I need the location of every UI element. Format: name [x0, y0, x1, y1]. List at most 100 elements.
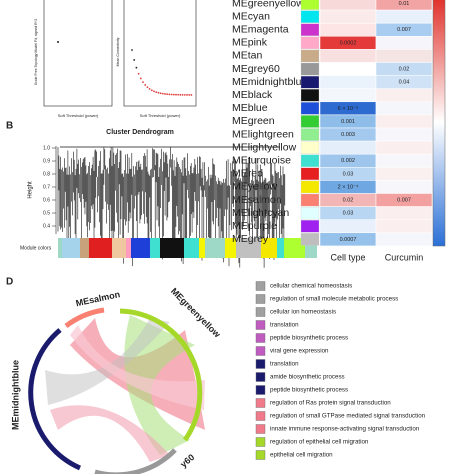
cell-value: 0.0007: [340, 237, 357, 243]
scatter-point: [186, 94, 188, 96]
scatter-point: [164, 93, 166, 95]
module-stripe: [80, 238, 89, 258]
module-stripe: [131, 238, 150, 258]
row-label: MEpurple: [232, 220, 277, 232]
row-label: MEyellow: [232, 181, 277, 193]
y-tick-label: 0.6: [43, 197, 50, 203]
chord-label: y60: [178, 452, 196, 469]
chord-ribbon: [45, 318, 170, 405]
column-label: Cell type: [330, 252, 365, 262]
scatter-point: [150, 89, 153, 92]
legend-swatch: [255, 333, 266, 343]
module-stripe: [225, 238, 236, 258]
row-label: MEgrey60: [232, 63, 280, 75]
scatter-point: [188, 94, 191, 96]
legend-swatch: [255, 294, 266, 304]
heat-cell: [375, 36, 433, 50]
dendrogram-title: Cluster Dendrogram: [106, 129, 174, 136]
row-label: MEmidnightblue: [232, 76, 307, 88]
module-stripe: [199, 238, 205, 258]
row-label: MEturquoise: [232, 155, 291, 167]
module-swatch: [300, 0, 320, 10]
module-stripe: [184, 238, 199, 258]
legend-label: regulation of epithelial cell migration: [270, 439, 369, 446]
row-label: MEgrey: [232, 233, 269, 245]
legend-swatch: [255, 346, 266, 356]
row-label: MEcyan: [232, 10, 270, 22]
scatter-point: [183, 93, 186, 96]
legend-swatch: [255, 411, 266, 421]
legend-label: viral gene expression: [270, 348, 329, 355]
module-swatch: [300, 180, 320, 194]
module-stripe: [62, 238, 80, 258]
chord-diagram: MEsalmon MEgreenyellow MEmidnightblue y6…: [10, 286, 223, 474]
legend-swatch: [255, 398, 266, 408]
y-axis-label: Scale Free Topology Model Fit, signed R^…: [34, 19, 38, 86]
chord-arc: [119, 308, 203, 442]
legend-label: translation: [270, 361, 299, 368]
heat-cell: [319, 49, 377, 63]
y-axis-label: Height: [28, 181, 34, 199]
cell-value: 0.02: [343, 198, 354, 204]
scatter-point: [139, 77, 142, 80]
cell-value: 0.02: [399, 67, 410, 73]
scatter-point: [172, 93, 175, 96]
module-stripe: [160, 238, 184, 258]
legend-label: epithelial cell migration: [270, 452, 333, 459]
panel-label: B: [6, 121, 13, 132]
cell-value: 2 × 10⁻⁴: [338, 183, 359, 190]
scatter-frame: [123, 0, 197, 107]
x-axis-label: Soft Threshold (power): [140, 113, 181, 118]
scatter-point: [144, 84, 147, 86]
scatter-point: [170, 93, 173, 96]
heat-cell: [375, 127, 433, 142]
cell-value: 0.03: [343, 171, 354, 177]
heat-cell: [319, 9, 377, 24]
heat-cell: [375, 101, 433, 116]
module-swatch: [300, 62, 320, 76]
module-stripe: [236, 238, 261, 258]
module-swatch: [300, 193, 320, 207]
heat-cell: [375, 232, 433, 247]
heat-cell: [319, 88, 377, 103]
heat-cell: [375, 206, 433, 220]
heat-cell: [319, 0, 377, 11]
module-swatch: [300, 115, 320, 128]
legend-swatch: [255, 424, 266, 434]
cell-value: 0.007: [397, 27, 411, 33]
x-axis-label: Soft Threshold (power): [58, 113, 99, 118]
scatter-point: [155, 91, 158, 94]
module-stripe: [58, 238, 62, 258]
row-label: MEblack: [232, 89, 273, 101]
y-tick-label: 1.0: [43, 145, 50, 151]
heat-cell: [319, 62, 377, 76]
scatter-point: [133, 59, 136, 61]
y-tick-label: 0.4: [43, 223, 50, 229]
y-tick-label: 0.7: [43, 184, 50, 190]
legend-swatch: [255, 372, 266, 382]
legend-swatch: [255, 450, 266, 460]
scatter-point: [146, 86, 149, 89]
panel-label: D: [6, 277, 13, 288]
chord-ribbon: [50, 405, 170, 462]
legend-label: peptide biosynthetic process: [270, 387, 348, 394]
scatter-point: [137, 72, 140, 75]
y-tick-label: 0.5: [43, 210, 50, 216]
cell-value: 0.01: [399, 1, 410, 7]
row-label: MEpink: [232, 37, 268, 49]
heat-cell: [319, 22, 377, 37]
row-label: MEmagenta: [232, 24, 289, 36]
column-label: Curcumin: [385, 252, 424, 262]
row-label: MEsalmon: [232, 194, 282, 206]
cell-value: 6 × 10⁻⁵: [338, 105, 359, 112]
scatter-point: [168, 93, 171, 96]
scatter-point: [179, 93, 182, 96]
heat-cell: [375, 49, 433, 63]
scatter-point: [57, 41, 59, 43]
module-stripe: [112, 238, 126, 258]
chord-label: MEsalmon: [75, 289, 121, 308]
cell-value: 0.03: [343, 211, 354, 217]
module-swatch: [300, 128, 320, 141]
heat-cell: [375, 114, 433, 129]
heat-cell: [375, 167, 433, 181]
